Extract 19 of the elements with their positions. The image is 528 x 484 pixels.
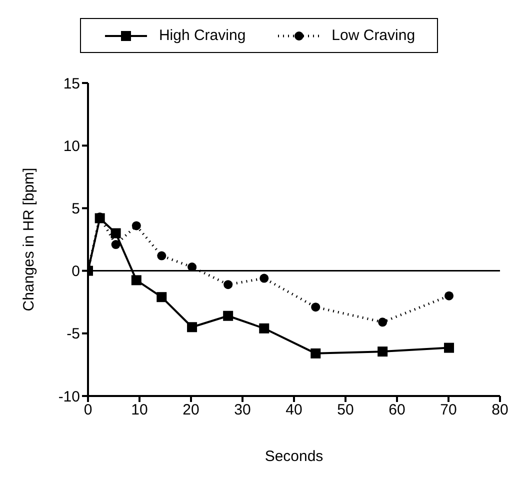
x-axis-title: Seconds bbox=[264, 448, 324, 465]
y-tick-label: -5 bbox=[66, 326, 80, 343]
x-tick-label: 30 bbox=[234, 402, 251, 419]
y-tick-label: 5 bbox=[72, 200, 80, 218]
x-tick-label: 70 bbox=[440, 402, 457, 419]
x-tick-label: 20 bbox=[182, 402, 200, 419]
y-tick-label: 0 bbox=[72, 263, 80, 280]
y-tick-label: -10 bbox=[58, 388, 80, 406]
y-tick-label: 15 bbox=[63, 75, 80, 92]
x-tick-label: 10 bbox=[131, 402, 148, 419]
y-tick-label: 10 bbox=[63, 138, 80, 155]
x-tick-label: 50 bbox=[337, 402, 354, 419]
x-tick-label: 40 bbox=[286, 402, 302, 419]
x-tick-label: 80 bbox=[492, 402, 508, 419]
legend-label: High Craving bbox=[158, 27, 246, 44]
x-tick-label: 60 bbox=[388, 402, 406, 419]
legend-label: Low Craving bbox=[330, 27, 416, 44]
y-axis-title: Changes in HR [bpm] bbox=[20, 168, 38, 312]
x-tick-label: 0 bbox=[84, 402, 92, 419]
